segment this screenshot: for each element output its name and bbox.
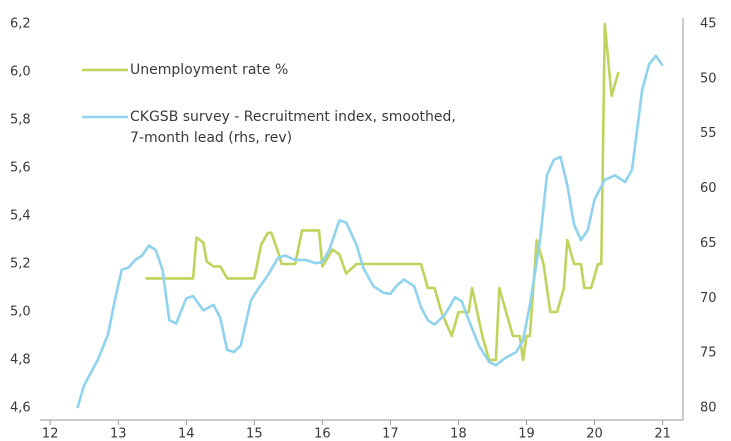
y-tick-label: 5,8 — [10, 113, 31, 128]
y2-tick-label: 45 — [700, 17, 717, 32]
x-tick-label: 13 — [110, 427, 127, 441]
y2-tick-label: 75 — [700, 346, 717, 361]
x-tick-label: 15 — [246, 427, 263, 441]
y-tick-label: 5,2 — [10, 257, 31, 272]
x-tick-label: 12 — [42, 427, 59, 441]
y2-tick-label: 65 — [700, 236, 717, 251]
x-tick-label: 19 — [518, 427, 535, 441]
y2-tick-label: 70 — [700, 291, 717, 306]
y-tick-label: 5,6 — [10, 161, 31, 176]
y-tick-label: 4,8 — [10, 353, 31, 368]
y2-tick-label: 55 — [700, 126, 717, 141]
x-tick-label: 21 — [654, 427, 671, 441]
y-tick-label: 5,0 — [10, 305, 31, 320]
y-tick-label: 6,0 — [10, 65, 31, 80]
y-tick-label: 5,4 — [10, 209, 31, 224]
x-tick-label: 14 — [178, 427, 195, 441]
series-line — [145, 22, 620, 362]
x-tick-label: 17 — [382, 427, 399, 441]
y-tick-label: 4,6 — [10, 401, 31, 416]
legend-label: Unemployment rate % — [130, 62, 288, 78]
x-tick-label: 16 — [314, 427, 331, 441]
x-tick-label: 18 — [450, 427, 467, 441]
legend-label: CKGSB survey - Recruitment index, smooth… — [130, 109, 456, 146]
series-line — [76, 54, 664, 409]
y-tick-label: 6,2 — [10, 17, 31, 32]
y2-tick-label: 80 — [700, 401, 717, 416]
x-tick-label: 20 — [586, 427, 603, 441]
y2-tick-label: 60 — [700, 181, 717, 196]
legend: Unemployment rate % CKGSB survey - Recrui… — [82, 62, 456, 146]
y2-tick-label: 50 — [700, 71, 717, 86]
